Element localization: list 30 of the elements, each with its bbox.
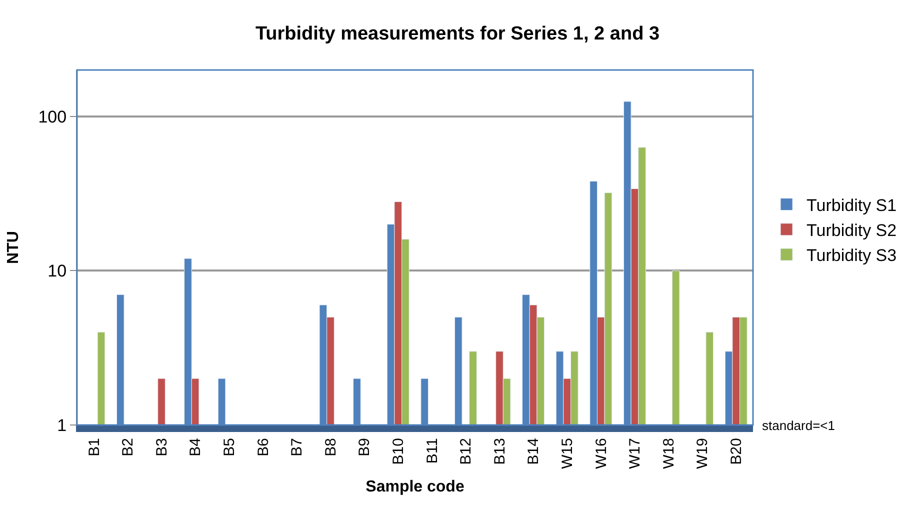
y-tick-label: 100 (38, 107, 67, 126)
legend-label: Turbidity S2 (806, 221, 897, 240)
legend-label: Turbidity S1 (806, 196, 897, 215)
x-tick-label: B5 (220, 438, 238, 456)
x-axis-title: Sample code (366, 478, 464, 496)
y-tick-label: 10 (48, 262, 67, 281)
x-tick-label: B7 (288, 438, 306, 456)
x-tick-label: B8 (322, 438, 340, 456)
x-tick-label: B2 (120, 438, 137, 456)
x-tick-label: W16 (592, 438, 610, 469)
x-tick-label: B4 (187, 438, 204, 456)
chart-title: Turbidity measurements for Series 1, 2 and 3 (255, 23, 660, 44)
y-tick-label: 1 (57, 416, 67, 435)
x-tick-label: W17 (626, 438, 644, 469)
y-axis-title: NTU (5, 231, 22, 264)
legend-label: Turbidity S3 (806, 246, 897, 266)
text: standard=<1 (762, 418, 836, 433)
x-tick-label: B14 (525, 438, 542, 465)
x-tick-label: B11 (424, 438, 441, 464)
x-tick-label: B9 (356, 438, 374, 456)
x-tick-label: B13 (491, 438, 508, 465)
x-tick-label: B10 (390, 438, 407, 465)
x-tick-label: W15 (558, 438, 576, 469)
x-tick-label: B1 (86, 438, 103, 456)
x-tick-label: B12 (458, 438, 475, 465)
x-tick-label: B20 (728, 438, 745, 465)
x-tick-label: W18 (660, 438, 678, 469)
x-tick-label: B3 (153, 438, 170, 456)
x-tick-label: B6 (254, 438, 272, 456)
x-tick-label: W19 (694, 438, 712, 469)
